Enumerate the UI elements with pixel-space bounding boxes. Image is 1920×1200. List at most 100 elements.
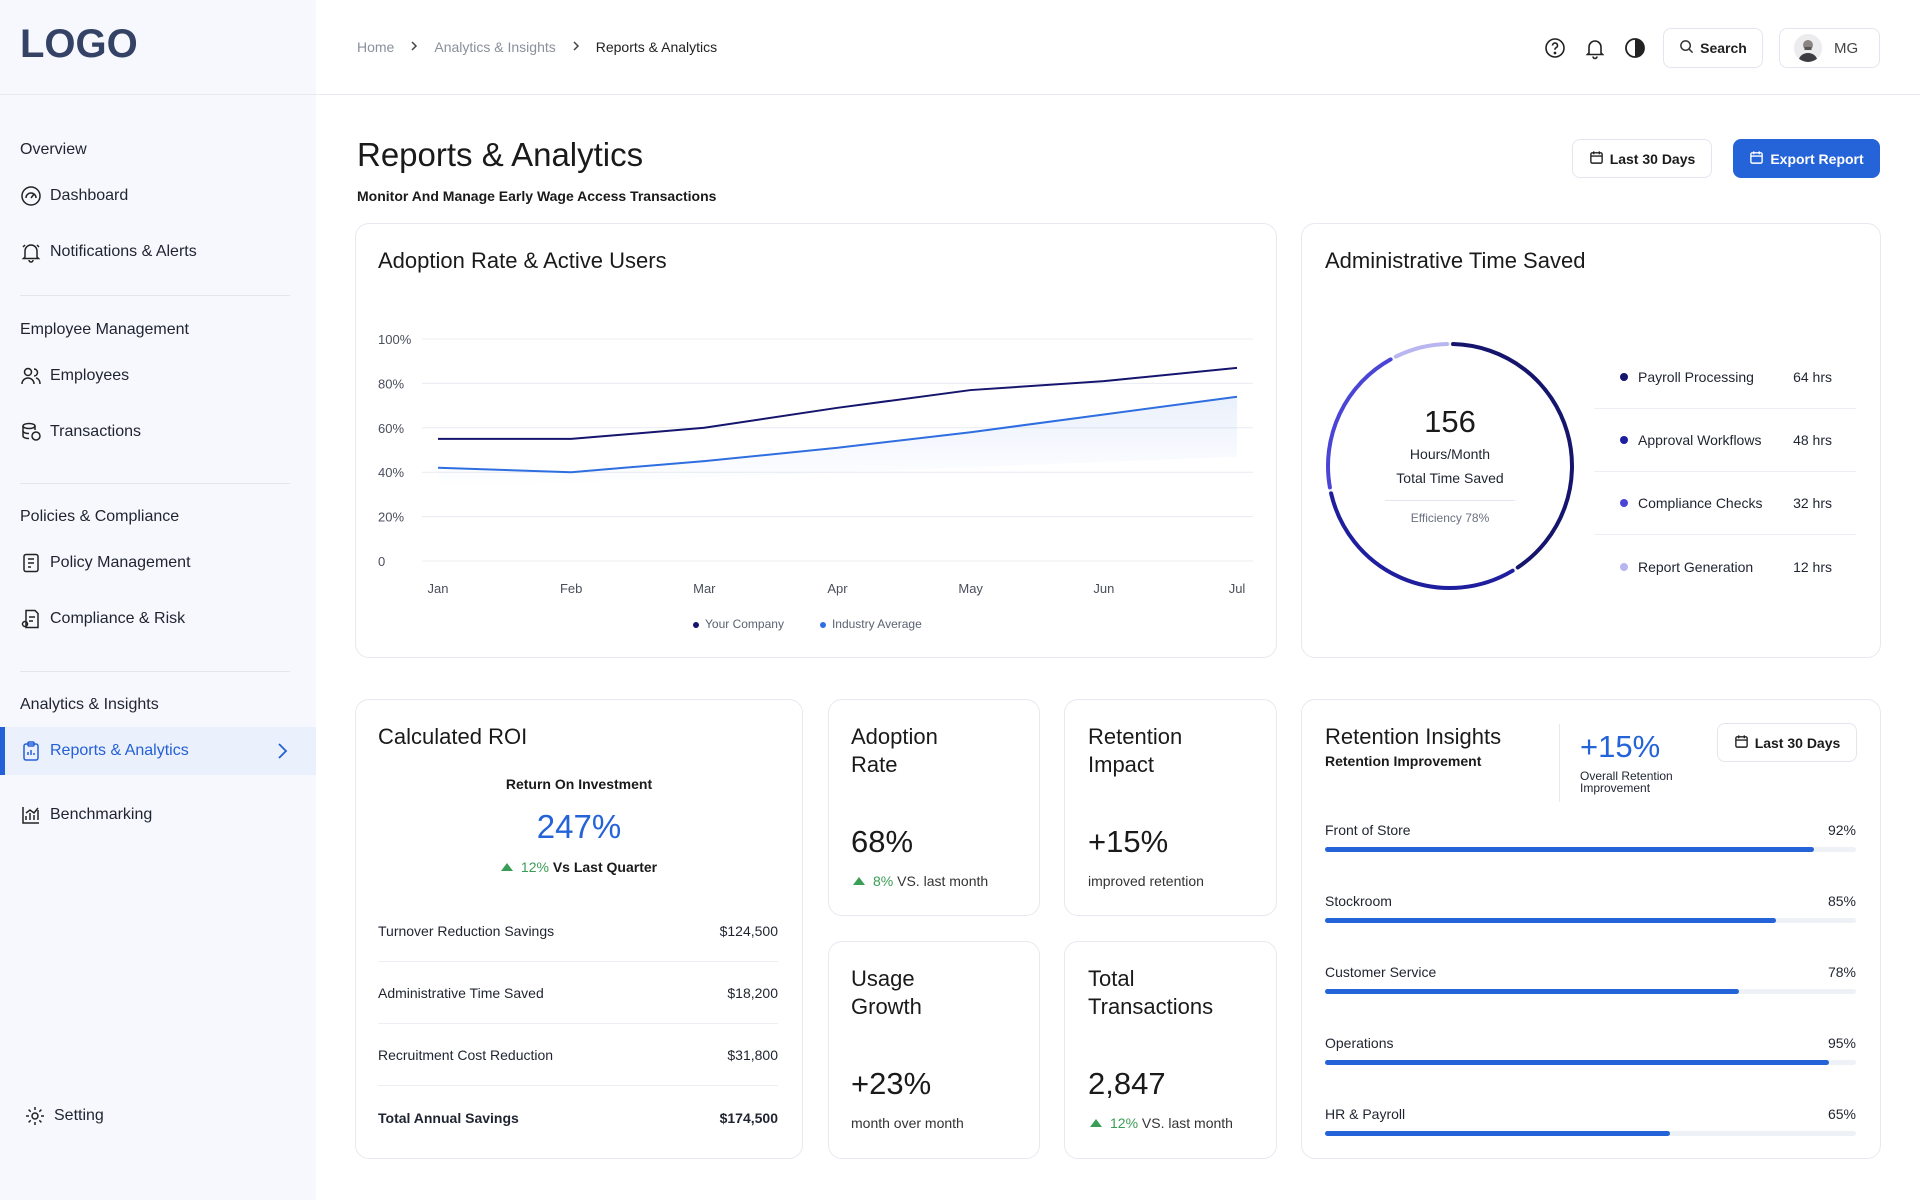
user-menu[interactable]: MG — [1779, 28, 1880, 68]
legend-dot — [1620, 499, 1628, 507]
contrast-icon[interactable] — [1623, 36, 1647, 60]
search-label: Search — [1700, 40, 1747, 56]
roi-row: Administrative Time Saved $18,200 — [378, 962, 778, 1024]
total-hours-unit: Hours/Month — [1409, 446, 1491, 462]
donut-segment — [1326, 357, 1393, 490]
metric-title: Retention Impact — [1088, 724, 1183, 777]
efficiency-label: Efficiency 78% — [1385, 500, 1515, 525]
retention-bar-name: Stockroom — [1325, 893, 1392, 909]
roi-title: Calculated ROI — [378, 724, 528, 749]
chart-legend: Your Company Industry Average — [693, 617, 922, 631]
help-icon[interactable] — [1543, 36, 1567, 60]
bell-icon — [20, 241, 42, 263]
sidebar-item-employees[interactable]: Employees — [0, 352, 316, 400]
section-overview: Overview — [20, 141, 87, 158]
donut-center: 156 Hours/Month Total Time Saved Efficie… — [1355, 404, 1545, 525]
total-hours-label: Total Time Saved — [1396, 470, 1504, 486]
series-area-industry-average — [438, 396, 1237, 488]
retention-bar-value: 92% — [1827, 822, 1856, 838]
retention-range-button[interactable]: Last 30 Days — [1717, 723, 1857, 762]
total-transactions-change: 12% VS. last month — [1090, 1115, 1233, 1131]
roi-label: Return On Investment — [505, 776, 653, 792]
time-breakdown-list: Payroll Processing 64 hrs Approval Workflo… — [1594, 346, 1856, 598]
bar-chart-icon — [20, 804, 42, 826]
topbar-divider — [316, 94, 1920, 95]
roi-change: 12% Vs Last Quarter — [355, 859, 803, 875]
time-breakdown-row: Payroll Processing 64 hrs — [1594, 346, 1856, 409]
coins-icon — [20, 421, 42, 443]
adoption-rate-change: 8% VS. last month — [853, 873, 988, 889]
trend-up-icon — [853, 877, 865, 885]
logo: LOGO — [20, 22, 138, 66]
calendar-icon — [1749, 150, 1764, 168]
clipboard-icon — [20, 740, 42, 762]
document-icon — [20, 552, 42, 574]
retention-bar-label: Operations 95% — [1325, 1035, 1856, 1051]
roi-value: 247% — [536, 808, 622, 845]
donut-segment — [1451, 342, 1574, 570]
y-tick-label: 60% — [378, 421, 404, 436]
search-button[interactable]: Search — [1663, 28, 1763, 68]
retention-impact-value: +15% — [1088, 824, 1169, 859]
roi-card — [355, 699, 803, 1159]
retention-bar-track — [1325, 847, 1856, 852]
sidebar-item-compliance-risk[interactable]: Compliance & Risk — [0, 595, 316, 643]
retention-bar-fill — [1325, 1060, 1830, 1065]
admin-time-card — [1301, 223, 1881, 658]
usage-growth-value: +23% — [851, 1066, 932, 1101]
section-analytics-insights: Analytics & Insights — [20, 696, 159, 713]
adoption-chart-title: Adoption Rate & Active Users — [378, 248, 667, 273]
breadcrumb-analytics[interactable]: Analytics & Insights — [434, 39, 556, 55]
y-tick-label: 100% — [378, 332, 412, 347]
metric-title: Usage Growth — [851, 966, 922, 1019]
time-saved-donut — [1326, 342, 1574, 590]
retention-bar-value: 65% — [1827, 1106, 1856, 1122]
sidebar-divider — [0, 94, 316, 95]
export-report-button[interactable]: Export Report — [1733, 139, 1880, 178]
sidebar-item-label: Transactions — [50, 423, 141, 440]
x-tick-label: Jun — [1093, 581, 1114, 596]
sidebar-item-label: Benchmarking — [50, 806, 153, 823]
sidebar-item-setting[interactable]: Setting — [0, 1092, 316, 1140]
x-tick-label: May — [958, 581, 983, 596]
breadcrumb-current: Reports & Analytics — [595, 39, 718, 55]
time-breakdown-label: Approval Workflows — [1638, 432, 1762, 448]
retention-impact-sub: improved retention — [1088, 873, 1204, 889]
legend-dot — [1620, 373, 1628, 381]
retention-bar-label: Stockroom 85% — [1325, 893, 1856, 909]
retention-bar-name: Front of Store — [1325, 822, 1411, 838]
retention-bar-track — [1325, 918, 1856, 923]
sidebar-item-policy-management[interactable]: Policy Management — [0, 539, 316, 587]
retention-range-label: Last 30 Days — [1754, 734, 1841, 751]
sidebar-item-notifications[interactable]: Notifications & Alerts — [0, 228, 316, 276]
retention-bar-fill — [1325, 989, 1740, 994]
adoption-rate-card — [828, 699, 1040, 916]
sidebar-item-label: Policy Management — [50, 554, 191, 571]
retention-bar-value: 85% — [1827, 893, 1856, 909]
date-range-button[interactable]: Last 30 Days — [1572, 139, 1712, 178]
retention-insights-title: Retention Insights — [1325, 724, 1502, 749]
retention-insights-subtitle: Retention Improvement — [1325, 753, 1482, 769]
sidebar-item-benchmarking[interactable]: Benchmarking — [0, 791, 316, 839]
sidebar-item-dashboard[interactable]: Dashboard — [0, 172, 316, 220]
y-tick-label: 40% — [378, 465, 404, 480]
avatar — [1794, 34, 1822, 62]
adoption-line-chart: 0 20% 40% 60% 80% 100% Jan Feb Mar Apr May Jun Jul — [378, 332, 1253, 596]
section-policies-compliance: Policies & Compliance — [20, 508, 180, 525]
breadcrumb-home[interactable]: Home — [357, 39, 395, 55]
sidebar-item-label: Dashboard — [50, 187, 129, 204]
total-hours: 156 — [1424, 404, 1476, 439]
roi-row: Recruitment Cost Reduction $31,800 — [378, 1024, 778, 1086]
legend-item-industry-average: Industry Average — [819, 617, 922, 631]
donut-segment — [1394, 342, 1449, 359]
nav-divider — [20, 671, 290, 672]
retention-bar-track — [1325, 989, 1856, 994]
bell-icon[interactable] — [1583, 36, 1607, 60]
calendar-icon — [1734, 734, 1749, 752]
series-line-your-company — [438, 366, 1238, 440]
sidebar-item-transactions[interactable]: Transactions — [0, 408, 316, 456]
x-tick-label: Feb — [560, 581, 582, 596]
sidebar-item-reports-analytics[interactable]: Reports & Analytics — [0, 727, 316, 775]
users-icon — [20, 365, 42, 387]
retention-bar-name: Operations — [1325, 1035, 1394, 1051]
